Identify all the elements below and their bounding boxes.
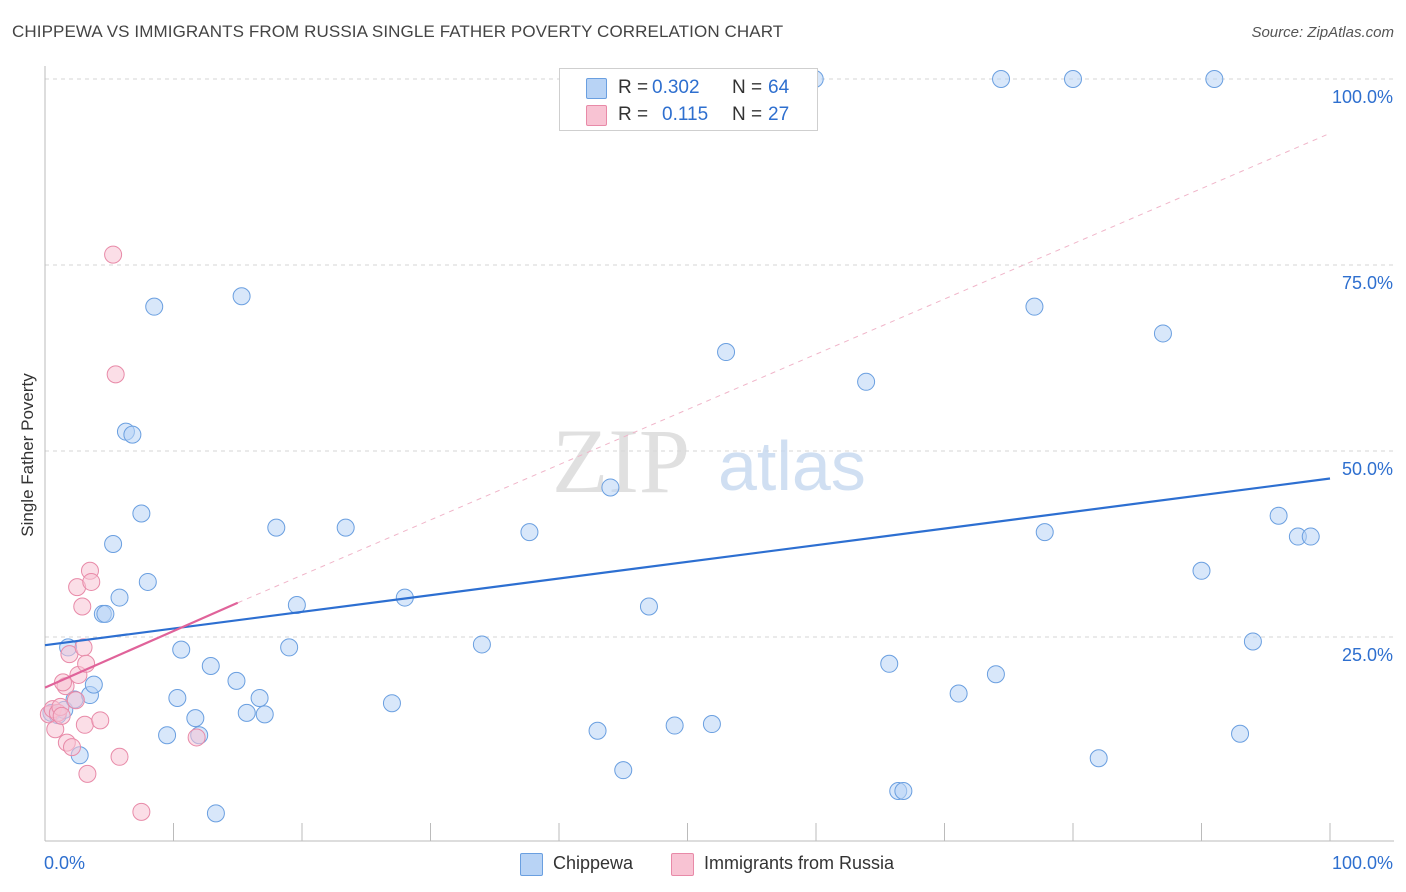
point-chippewa (1243, 632, 1262, 651)
point-chippewa (168, 689, 187, 708)
legend-r-label: R = (618, 104, 649, 125)
point-chippewa (382, 694, 401, 713)
trend-line-chippewa (44, 477, 1331, 647)
point-chippewa (717, 343, 736, 362)
y-tick-label: 100.0% (1332, 87, 1393, 107)
point-chippewa (1231, 724, 1250, 743)
bottom-legend-label-chippewa: Chippewa (553, 853, 634, 873)
point-chippewa (1089, 749, 1108, 768)
point-russia (187, 728, 206, 747)
point-chippewa (992, 70, 1011, 88)
point-chippewa (1025, 297, 1044, 316)
point-chippewa (227, 671, 246, 690)
reference-dashed-line (237, 132, 1331, 604)
point-russia (52, 706, 71, 725)
legend-n-value: 27 (768, 104, 790, 125)
point-chippewa (1301, 527, 1320, 546)
point-chippewa (702, 715, 721, 734)
point-chippewa (1205, 70, 1224, 88)
point-chippewa (206, 804, 225, 823)
point-chippewa (894, 782, 913, 801)
point-chippewa (132, 504, 151, 523)
point-chippewa (857, 372, 876, 391)
point-russia (66, 691, 85, 710)
tick-labels: 25.0% 50.0% 75.0% 100.0% 0.0% 100.0% (44, 87, 1393, 873)
point-chippewa (145, 297, 164, 316)
point-chippewa (237, 703, 256, 722)
correlation-legend: R = 0.302 N = 64 R = 0.115 N = 27 (559, 68, 818, 131)
point-russia (73, 597, 92, 616)
y-tick-label: 25.0% (1342, 645, 1393, 665)
legend-n-value: 64 (768, 77, 790, 98)
y-tick-label: 50.0% (1342, 459, 1393, 479)
point-russia (78, 764, 97, 783)
point-chippewa (104, 535, 123, 553)
point-chippewa (84, 675, 103, 694)
legend-r-value: 0.302 (652, 77, 700, 98)
point-chippewa (949, 684, 968, 703)
point-chippewa (255, 705, 274, 724)
point-chippewa (614, 761, 633, 780)
point-chippewa (1192, 561, 1211, 580)
series-russia (39, 245, 206, 821)
point-russia (106, 365, 125, 384)
bottom-legend-label-russia: Immigrants from Russia (704, 853, 895, 873)
watermark: ZIP atlas (552, 410, 866, 512)
reference-diagonal (237, 132, 1331, 604)
point-chippewa (96, 604, 115, 623)
point-chippewa (601, 478, 620, 497)
point-chippewa (280, 638, 299, 657)
x-tick-label: 0.0% (44, 853, 85, 873)
legend-n-label: N = (732, 104, 763, 125)
watermark-zip: ZIP (552, 410, 690, 512)
bottom-legend-swatch-russia (671, 853, 694, 876)
point-russia (104, 245, 123, 264)
point-chippewa (201, 657, 220, 676)
trend-lines (44, 477, 1331, 689)
legend-r-value: 0.115 (662, 104, 709, 125)
point-russia (110, 747, 129, 766)
point-chippewa (1064, 70, 1082, 88)
trend-line-russia (44, 601, 239, 689)
point-chippewa (172, 640, 191, 659)
y-axis-label: Single Father Poverty (18, 373, 37, 537)
watermark-atlas: atlas (718, 427, 866, 505)
point-chippewa (665, 716, 684, 735)
point-chippewa (336, 518, 355, 537)
point-chippewa (250, 689, 269, 708)
point-russia (91, 711, 110, 730)
point-chippewa (1269, 506, 1288, 525)
point-chippewa (639, 597, 658, 616)
legend-swatch-russia (586, 105, 607, 126)
point-chippewa (1035, 523, 1054, 542)
bottom-legend-swatch-chippewa (520, 853, 543, 876)
point-chippewa (588, 721, 607, 740)
point-chippewa (138, 572, 157, 591)
chart-source: Source: ZipAtlas.com (1251, 24, 1394, 41)
point-chippewa (232, 287, 251, 306)
legend-r-label: R = (618, 77, 649, 98)
point-chippewa (880, 654, 899, 673)
point-chippewa (520, 523, 539, 542)
point-russia (75, 715, 94, 734)
point-chippewa (110, 588, 129, 607)
point-chippewa (986, 665, 1005, 684)
legend-swatch-chippewa (586, 78, 607, 99)
point-chippewa (1153, 324, 1172, 343)
point-chippewa (472, 635, 491, 654)
point-chippewa (123, 425, 142, 444)
chart-title: CHIPPEWA VS IMMIGRANTS FROM RUSSIA SINGL… (12, 22, 784, 41)
legend-n-label: N = (732, 77, 763, 98)
point-chippewa (267, 518, 286, 537)
point-russia (82, 572, 101, 591)
point-russia (62, 738, 81, 757)
point-chippewa (158, 726, 177, 745)
point-russia (132, 802, 151, 821)
y-tick-label: 75.0% (1342, 273, 1393, 293)
x-tick-label: 100.0% (1332, 853, 1393, 873)
point-chippewa (186, 709, 205, 728)
